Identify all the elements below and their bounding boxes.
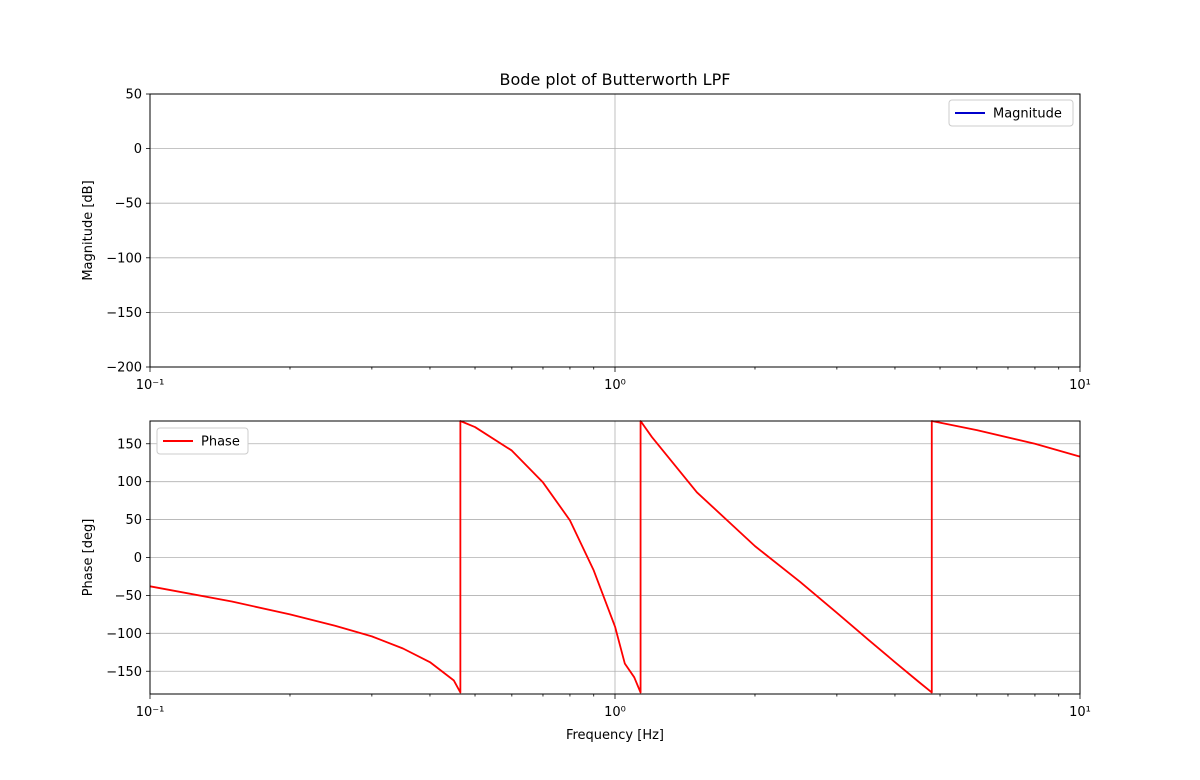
magnitude-y-tick-label: −50	[115, 197, 142, 212]
magnitude-y-tick-label: 50	[125, 88, 142, 103]
phase-legend-box	[156, 427, 249, 455]
magnitude-legend-label: Magnitude	[993, 107, 1062, 122]
magnitude-y-tick-label: −150	[106, 306, 142, 321]
magnitude-x-tick-label: 10⁻¹	[136, 378, 165, 393]
phase-grid	[149, 421, 1081, 694]
phase-y-tick-label: 150	[117, 437, 142, 452]
chart-title: Bode plot of Butterworth LPF	[500, 70, 731, 89]
phase-x-tick-label: 10⁰	[604, 705, 626, 720]
phase-ticks: 150 100 50 0 −50 −100 −150 10⁻¹ 10⁰ 10¹	[106, 437, 1091, 720]
magnitude-grid	[149, 93, 1081, 368]
phase-x-tick-label: 10¹	[1069, 705, 1091, 720]
magnitude-y-tick-label: −200	[106, 361, 142, 376]
phase-y-tick-label: −100	[106, 627, 142, 642]
phase-y-tick-label: 100	[117, 475, 142, 490]
magnitude-x-tick-label: 10⁰	[604, 378, 626, 393]
phase-y-tick-label: 50	[125, 513, 142, 528]
phase-legend-label: Phase	[201, 435, 240, 450]
phase-x-tick-label: 10⁻¹	[136, 705, 165, 720]
phase-y-tick-label: −50	[115, 589, 142, 604]
phase-legend: Phase	[156, 427, 249, 455]
phase-series	[149, 420, 1081, 694]
magnitude-x-tick-label: 10¹	[1069, 378, 1091, 393]
phase-axes: 150 100 50 0 −50 −100 −150 10⁻¹ 10⁰ 10¹ Phase [de…	[81, 420, 1091, 743]
magnitude-legend: Magnitude	[948, 99, 1074, 127]
phase-y-axis-label: Phase [deg]	[81, 519, 96, 597]
magnitude-legend-box	[948, 99, 1074, 127]
magnitude-y-axis-label: Magnitude [dB]	[81, 180, 96, 280]
magnitude-y-tick-label: 0	[134, 142, 142, 157]
phase-y-tick-label: −150	[106, 665, 142, 680]
magnitude-y-tick-label: −100	[106, 251, 142, 266]
x-axis-label: Frequency [Hz]	[566, 728, 664, 743]
magnitude-ticks: 50 0 −50 −100 −150 −200 10⁻¹ 10⁰ 10¹	[106, 88, 1091, 394]
magnitude-axes: 50 0 −50 −100 −150 −200 10⁻¹ 10⁰ 10¹ Bode plot o…	[81, 70, 1091, 393]
phase-y-tick-label: 0	[134, 551, 142, 566]
phase-series-line	[149, 420, 1081, 694]
